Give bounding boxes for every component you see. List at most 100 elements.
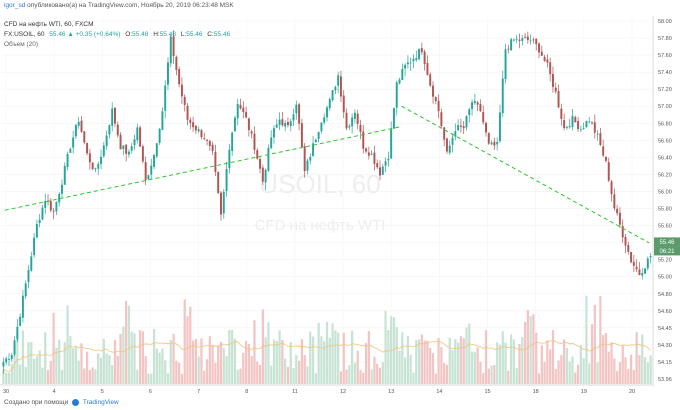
candle-body — [512, 39, 515, 41]
candle-body — [7, 359, 10, 360]
volume-bar — [364, 342, 368, 384]
volume-bar — [576, 364, 580, 384]
tradingview-link[interactable]: TradingView — [82, 399, 119, 407]
author-link[interactable]: igor_sd — [4, 2, 26, 9]
candle-body — [141, 146, 144, 162]
candle-body — [167, 62, 169, 85]
volume-bar — [350, 330, 354, 384]
time-tick-label: 8 — [245, 389, 248, 395]
volume-bar — [325, 321, 329, 384]
price-tick-label: 54.80 — [658, 292, 672, 298]
candle-body — [577, 120, 580, 129]
candle-body — [41, 207, 44, 220]
candle-body — [275, 124, 278, 128]
volume-bar — [451, 349, 454, 384]
volume-bar — [629, 354, 633, 384]
volume-bar — [158, 352, 161, 384]
candle-body — [231, 132, 234, 151]
symbol-watermark: USOIL, 60 CFD на нефть WTI — [255, 169, 386, 234]
candle-body — [58, 194, 61, 203]
candle-body — [13, 340, 16, 355]
candle-body — [306, 160, 309, 171]
legend-h-label: H: — [153, 31, 160, 38]
volume-bar — [646, 362, 649, 384]
volume-bar — [323, 341, 326, 384]
chart-area[interactable]: USOIL, 60 CFD на нефть WTI 58.00 57.80 57.… — [0, 16, 680, 396]
watermark-symbol: USOIL, 60 — [259, 169, 380, 199]
candle-body — [225, 168, 228, 192]
volume-bar — [585, 295, 588, 384]
candle-body — [365, 148, 368, 152]
price-tick-label: 56.60 — [658, 138, 672, 144]
candle-body — [443, 127, 446, 140]
candle-body — [217, 171, 220, 193]
candle-body — [44, 200, 47, 208]
volume-bar — [63, 342, 66, 384]
price-axis: 58.00 57.80 57.60 57.40 57.20 57.00 56.80 56.60… — [652, 16, 672, 386]
candle-body — [139, 127, 142, 147]
volume-bar — [342, 332, 345, 384]
candle-body — [621, 225, 624, 238]
candle-body — [298, 104, 301, 124]
volume-bar — [370, 369, 373, 384]
candle-body — [314, 139, 317, 143]
candle-body — [507, 48, 510, 50]
volume-bar — [284, 358, 287, 384]
volume-bar — [549, 349, 552, 384]
candle-body — [415, 58, 418, 61]
price-tick-label: 56.20 — [658, 172, 672, 178]
candle-body — [267, 147, 270, 171]
candle-body — [591, 122, 593, 124]
volume-bar — [150, 373, 153, 384]
candle-body — [256, 150, 259, 159]
candle-body — [169, 36, 172, 64]
volume-bar — [392, 317, 396, 384]
volume-bar — [543, 361, 546, 384]
candle-body — [373, 152, 376, 164]
candle-body — [261, 167, 264, 182]
price-chart[interactable]: USOIL, 60 CFD на нефть WTI 58.00 57.80 57.… — [0, 16, 680, 396]
candle-body — [136, 127, 139, 141]
time-tick-label: 19 — [581, 389, 587, 395]
volume-bar — [582, 358, 585, 384]
last-price-value: 55.46 — [659, 240, 675, 246]
volume-bar — [5, 372, 8, 384]
volume-bar — [624, 357, 627, 384]
candle-body — [604, 156, 607, 161]
time-tick-label: 30 — [3, 389, 9, 395]
volume-bar — [362, 372, 365, 384]
candle-body — [434, 97, 437, 101]
volume-bar — [66, 305, 69, 384]
volume-bar — [10, 363, 13, 384]
volume-bar — [373, 356, 376, 384]
volume-bar — [228, 329, 231, 384]
candle-body — [270, 137, 273, 149]
volume-bar — [194, 339, 197, 384]
volume-bar — [272, 339, 276, 384]
candle-body — [303, 146, 306, 172]
candle-body — [501, 78, 504, 114]
volume-bar — [189, 306, 192, 384]
legend-change: 55.46 ▲ +0.35 (+0.64%) — [49, 31, 120, 38]
volume-bar — [24, 366, 27, 384]
volume-bar — [356, 350, 359, 384]
volume-bar — [85, 351, 89, 384]
legend-close: 55.46 — [214, 31, 231, 38]
candle-body — [94, 168, 97, 170]
volume-bar — [214, 362, 217, 384]
volume-bar — [443, 363, 446, 384]
candle-body — [554, 87, 557, 92]
volume-bar — [593, 305, 596, 384]
volume-bar — [127, 305, 131, 384]
volume-bar — [175, 360, 178, 384]
candle-body — [192, 122, 195, 128]
candle-body — [133, 139, 136, 146]
candle-body — [515, 38, 518, 40]
volume-bar — [41, 367, 44, 384]
candle-body — [116, 124, 119, 136]
volume-bar — [314, 373, 317, 384]
candle-body — [370, 153, 373, 155]
candle-body — [535, 38, 538, 45]
candle-body — [86, 143, 89, 154]
volume-bar — [97, 353, 100, 384]
